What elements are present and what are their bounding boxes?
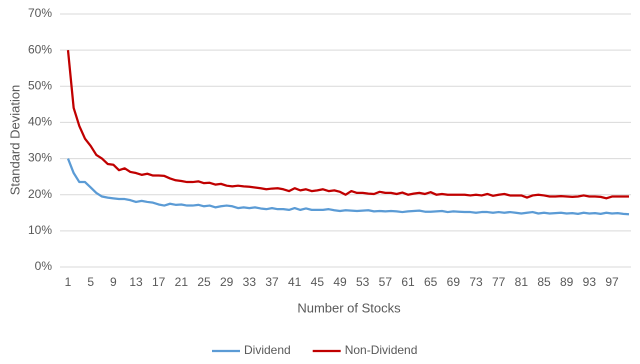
x-tick-label: 61 (401, 275, 415, 289)
x-tick-label: 9 (110, 275, 117, 289)
y-tick-label: 10% (28, 223, 52, 237)
x-tick-label: 73 (469, 275, 483, 289)
x-tick-label: 5 (87, 275, 94, 289)
line-series (66, 158, 630, 216)
legend-label: Dividend (244, 343, 291, 357)
y-tick-label: 0% (35, 259, 53, 273)
x-tick-label: 89 (560, 275, 574, 289)
x-tick-label: 25 (197, 275, 211, 289)
y-axis-title: Standard Deviation (7, 85, 22, 196)
x-tick-label: 57 (379, 275, 393, 289)
x-tick-label: 53 (356, 275, 370, 289)
x-tick-label: 45 (311, 275, 325, 289)
x-tick-label: 1 (65, 275, 72, 289)
x-tick-label: 93 (583, 275, 597, 289)
x-tick-label: 85 (537, 275, 551, 289)
y-tick-label: 50% (28, 78, 52, 92)
x-tick-label: 21 (175, 275, 189, 289)
x-tick-label: 41 (288, 275, 302, 289)
x-axis-title: Number of Stocks (297, 300, 401, 315)
x-tick-label: 69 (447, 275, 461, 289)
x-tick-label: 17 (152, 275, 166, 289)
x-tick-label: 13 (129, 275, 143, 289)
y-tick-label: 60% (28, 42, 52, 56)
y-tick-label: 40% (28, 115, 52, 129)
x-tick-label: 81 (515, 275, 529, 289)
y-tick-label: 70% (28, 6, 52, 20)
y-tick-label: 20% (28, 187, 52, 201)
x-tick-label: 29 (220, 275, 234, 289)
x-tick-label: 97 (605, 275, 619, 289)
legend-label: Non-Dividend (345, 343, 418, 357)
line-series (66, 50, 629, 200)
x-tick-label: 49 (333, 275, 347, 289)
x-tick-label: 77 (492, 275, 506, 289)
x-tick-label: 33 (243, 275, 257, 289)
x-tick-label: 37 (265, 275, 279, 289)
x-tick-label: 65 (424, 275, 438, 289)
y-tick-label: 30% (28, 151, 52, 165)
